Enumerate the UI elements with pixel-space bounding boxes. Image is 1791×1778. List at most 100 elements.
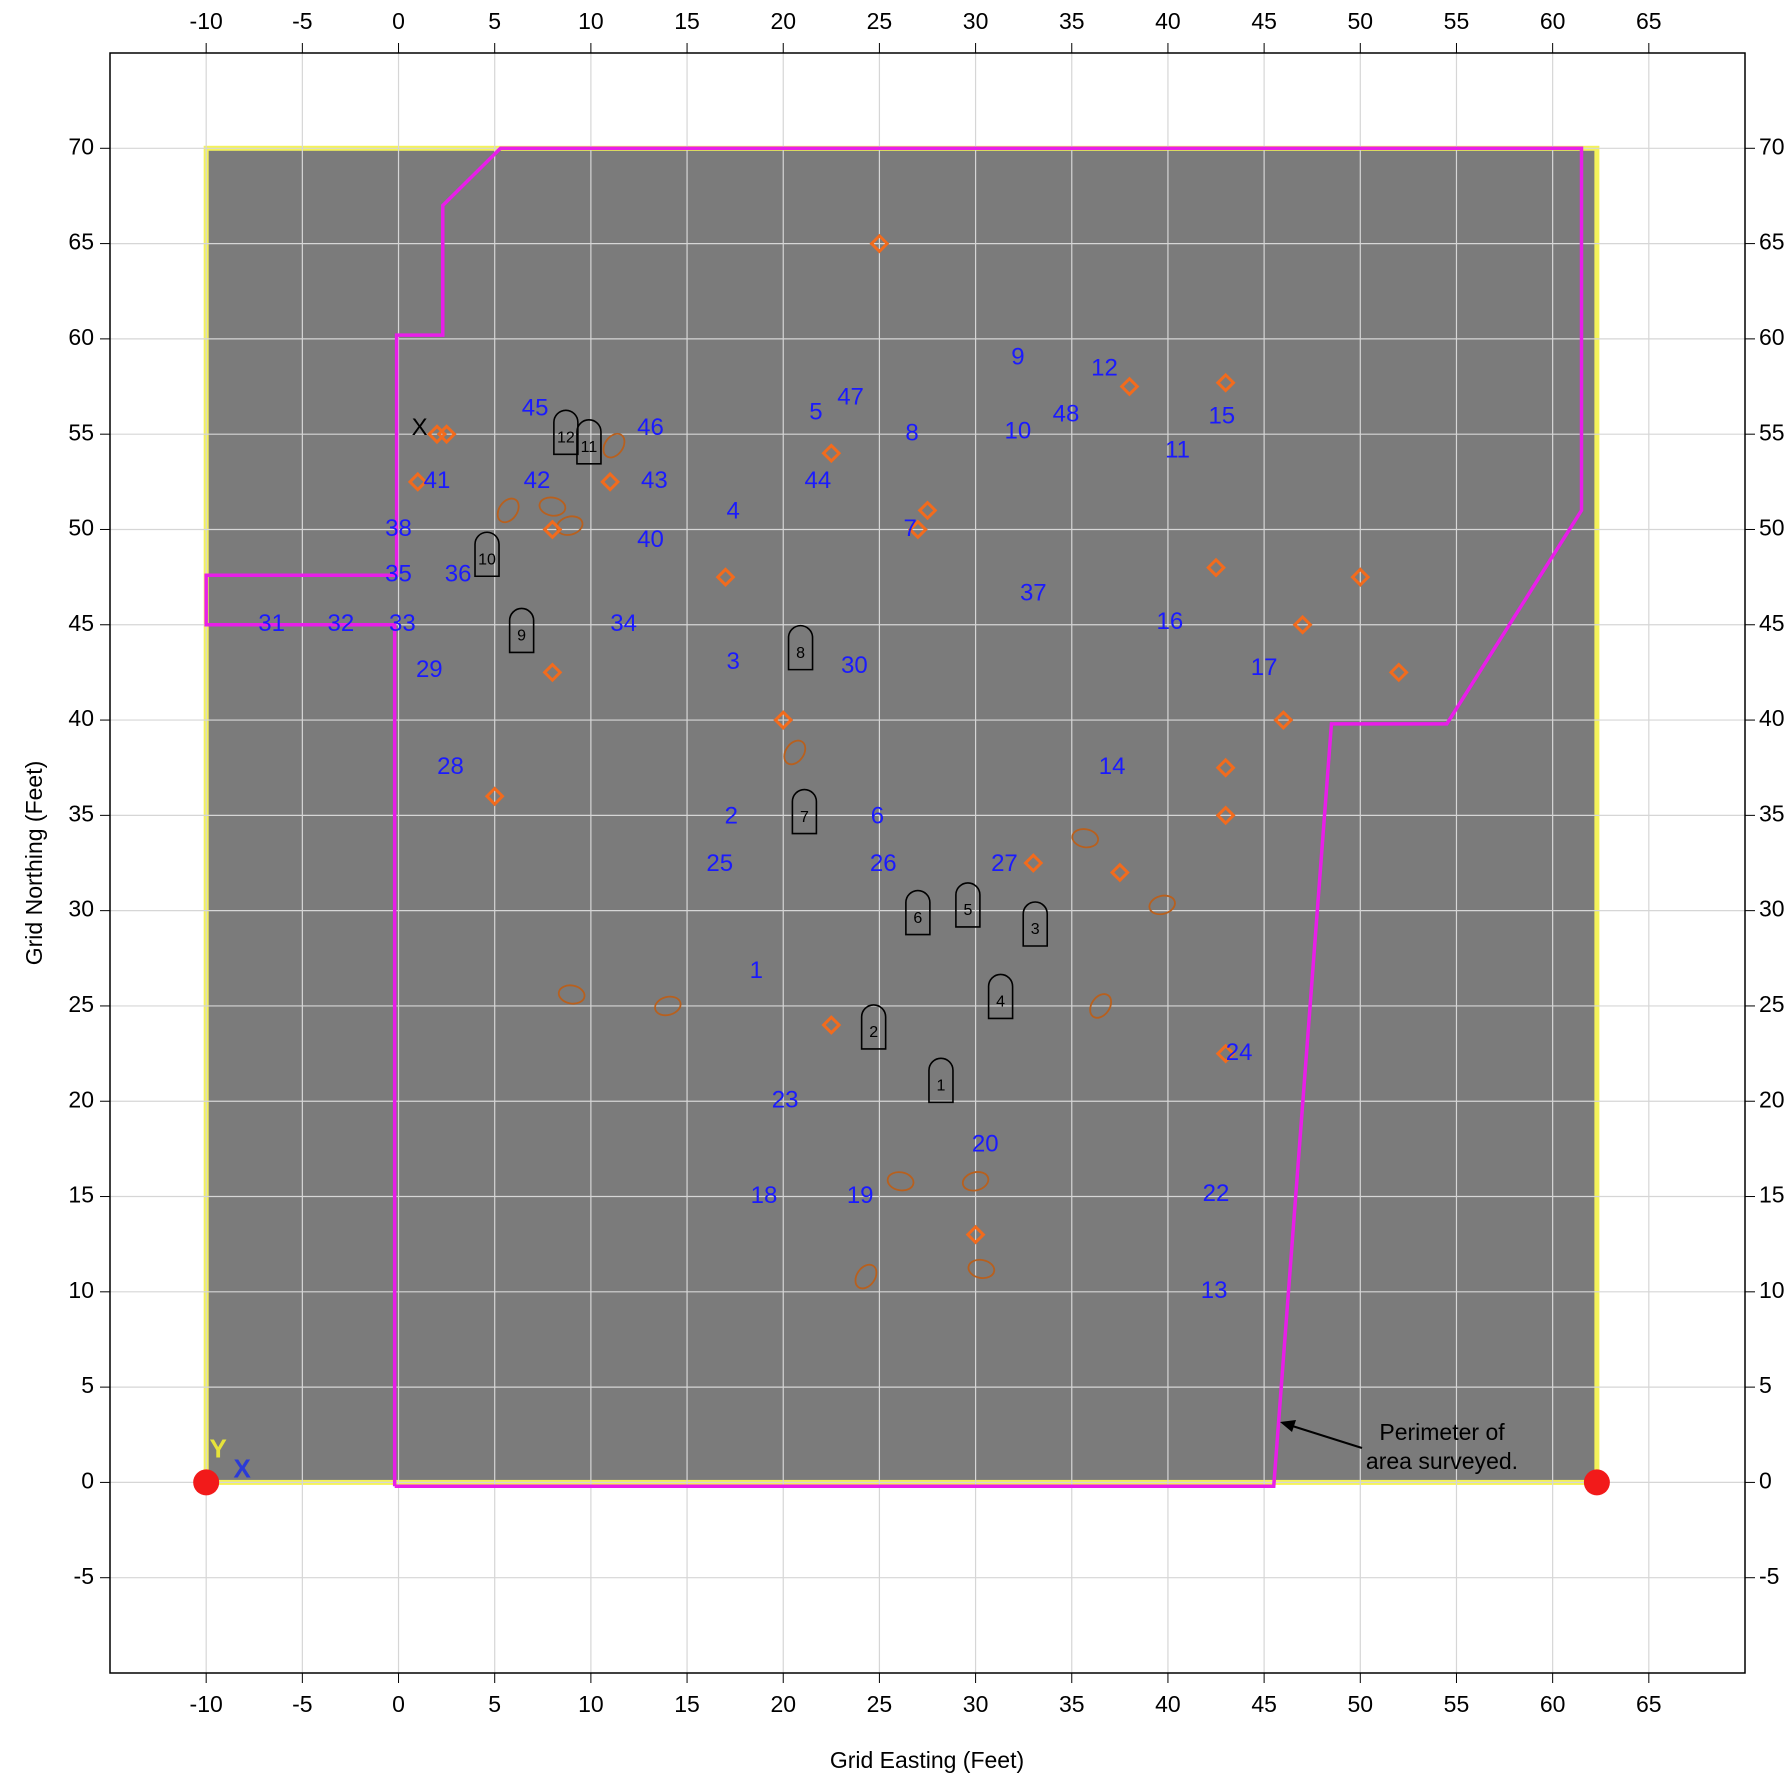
x-tick-label: -10: [190, 1691, 223, 1717]
x-tick-label-top: -10: [190, 8, 223, 34]
x-tick-label: 60: [1540, 1691, 1566, 1717]
y-tick-label-right: 30: [1759, 896, 1785, 922]
x-tick-label: 5: [488, 1691, 501, 1717]
feature-label: 38: [385, 515, 412, 542]
y-tick-label-right: -5: [1759, 1563, 1779, 1589]
page: Grid Easting (Feet) Grid Northing (Feet)…: [0, 0, 1791, 1778]
x-tick-label-top: 30: [963, 8, 989, 34]
y-tick-label: 50: [68, 515, 94, 541]
feature-label: 19: [847, 1182, 874, 1209]
y-tick-label: 55: [68, 419, 94, 445]
feature-label: 9: [1011, 343, 1024, 370]
y-tick-label-right: 0: [1759, 1467, 1772, 1493]
y-tick-label: 0: [81, 1467, 94, 1493]
feature-label: 13: [1201, 1277, 1228, 1304]
x-tick-label-top: 25: [867, 8, 893, 34]
y-tick-label-right: 65: [1759, 229, 1785, 255]
y-tick-label: 5: [81, 1372, 94, 1398]
feature-label: 24: [1226, 1039, 1253, 1066]
x-tick-label: -5: [292, 1691, 312, 1717]
feature-marker-label: 12: [557, 429, 575, 446]
x-tick-label: 45: [1251, 1691, 1277, 1717]
y-tick-label: 35: [68, 800, 94, 826]
feature-marker-label: 2: [869, 1024, 878, 1041]
feature-label: 8: [905, 420, 918, 447]
x-tick-label-top: 65: [1636, 8, 1662, 34]
annotation-text: area surveyed.: [1366, 1448, 1518, 1474]
y-tick-label: 60: [68, 324, 94, 350]
annotation-text: Perimeter of: [1379, 1419, 1505, 1445]
feature-label: 40: [637, 526, 664, 553]
feature-label: 29: [416, 656, 443, 683]
x-marker: X: [412, 414, 428, 441]
x-tick-label: 40: [1155, 1691, 1181, 1717]
feature-marker-label: 10: [478, 551, 496, 568]
feature-marker-label: 6: [913, 910, 922, 927]
x-tick-label-top: 10: [578, 8, 604, 34]
feature-label: 37: [1020, 580, 1047, 607]
feature-marker-label: 9: [517, 628, 526, 645]
y-tick-label: 45: [68, 610, 94, 636]
feature-marker-label: 8: [796, 645, 805, 662]
feature-label: 2: [725, 803, 738, 830]
y-tick-label-right: 50: [1759, 515, 1785, 541]
feature-label: 11: [1165, 437, 1190, 464]
feature-label: 1: [750, 957, 763, 984]
feature-label: 30: [841, 652, 868, 679]
feature-label: 16: [1157, 608, 1184, 635]
y-tick-label: -5: [74, 1563, 94, 1589]
feature-label: 47: [837, 383, 864, 410]
y-tick-label: 10: [68, 1277, 94, 1303]
x-tick-label: 50: [1347, 1691, 1373, 1717]
feature-label: 5: [809, 399, 822, 426]
feature-label: 7: [904, 515, 917, 542]
feature-marker-label: 5: [963, 902, 972, 919]
x-tick-label-top: 15: [674, 8, 700, 34]
x-tick-label-top: 45: [1251, 8, 1277, 34]
y-tick-label-right: 20: [1759, 1086, 1785, 1112]
origin-x-label: X: [234, 1453, 252, 1483]
y-tick-label: 15: [68, 1182, 94, 1208]
chart: Grid Easting (Feet) Grid Northing (Feet)…: [0, 0, 1791, 1778]
feature-label: 36: [445, 561, 472, 588]
feature-marker-label: 7: [800, 809, 809, 826]
feature-marker-label: 11: [581, 439, 598, 456]
feature-label: 15: [1208, 402, 1235, 429]
feature-label: 20: [972, 1130, 999, 1157]
feature-label: 35: [385, 561, 412, 588]
feature-label: 43: [641, 467, 668, 494]
x-tick-label: 25: [867, 1691, 893, 1717]
feature-label: 33: [389, 610, 416, 637]
x-tick-label-top: 35: [1059, 8, 1085, 34]
feature-label: 42: [524, 467, 551, 494]
origin-dot: [193, 1469, 219, 1495]
feature-label: 45: [522, 395, 549, 422]
x-tick-label: 35: [1059, 1691, 1085, 1717]
feature-label: 10: [1005, 418, 1032, 445]
origin-y-label: Y: [210, 1433, 227, 1463]
feature-label: 23: [772, 1087, 799, 1114]
feature-label: 22: [1203, 1180, 1230, 1207]
feature-label: 12: [1091, 355, 1118, 382]
feature-label: 48: [1053, 400, 1080, 427]
x-tick-label-top: -5: [292, 8, 312, 34]
feature-marker-label: 4: [996, 994, 1005, 1011]
feature-label: 28: [437, 753, 464, 780]
x-tick-label-top: 50: [1347, 8, 1373, 34]
x-tick-label-top: 55: [1444, 8, 1470, 34]
x-tick-label: 0: [392, 1691, 405, 1717]
x-tick-label: 30: [963, 1691, 989, 1717]
feature-label: 6: [871, 803, 884, 830]
y-tick-label-right: 35: [1759, 800, 1785, 826]
feature-label: 25: [706, 850, 733, 877]
feature-label: 14: [1099, 753, 1126, 780]
y-tick-label-right: 25: [1759, 991, 1785, 1017]
feature-label: 17: [1251, 654, 1278, 681]
feature-label: 3: [727, 648, 740, 675]
feature-label: 32: [327, 610, 354, 637]
y-tick-label: 30: [68, 896, 94, 922]
x-tick-label-top: 5: [488, 8, 501, 34]
x-axis-label: Grid Easting (Feet): [830, 1747, 1024, 1773]
y-tick-label: 70: [68, 133, 94, 159]
feature-label: 27: [991, 850, 1018, 877]
